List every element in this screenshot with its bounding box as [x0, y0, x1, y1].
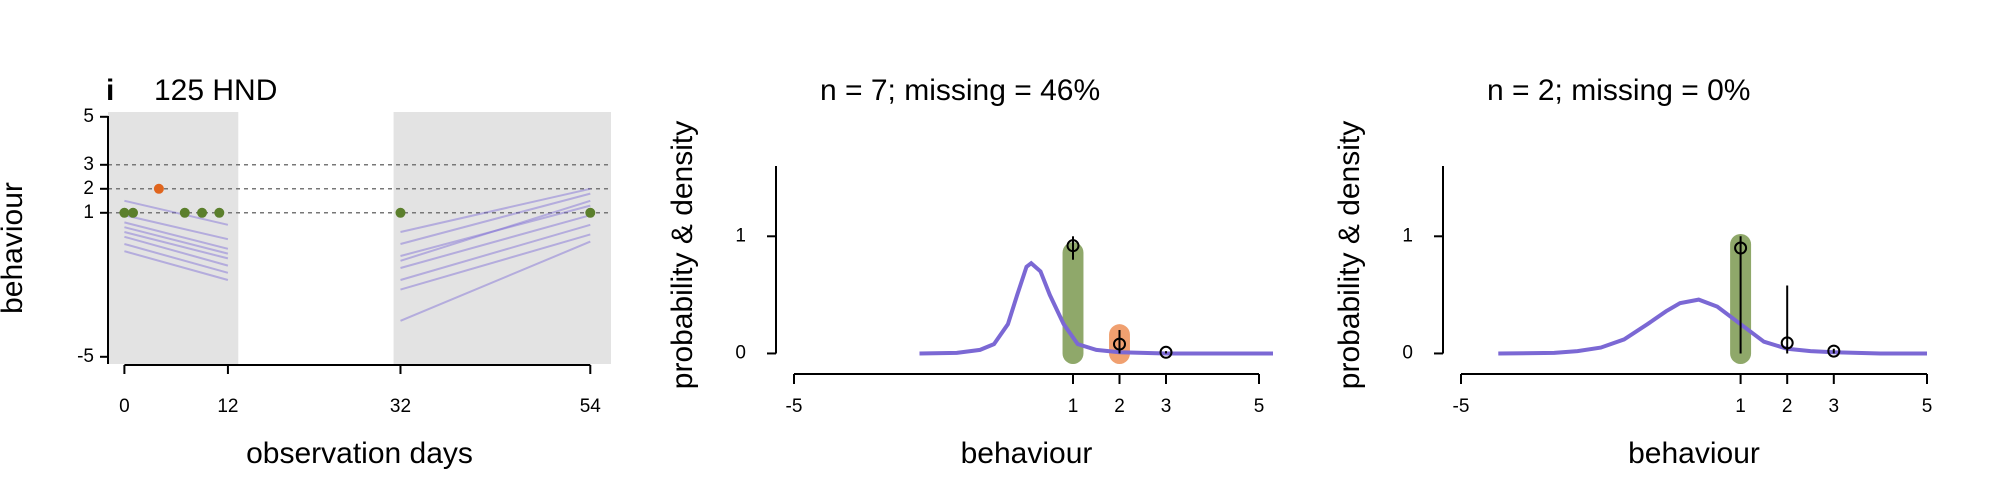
probability-bar [1062, 242, 1084, 364]
trajectory [124, 199, 229, 226]
trajectory [400, 214, 591, 269]
trajectory [124, 243, 229, 274]
x-tick-label: -5 [786, 396, 803, 417]
x-axis-title: behaviour [1628, 437, 1760, 470]
panel-label: i [106, 74, 114, 107]
x-tick-label: 12 [217, 396, 238, 417]
trajectory [124, 221, 229, 250]
x-axis-title: observation days [246, 437, 473, 470]
trajectory [124, 226, 229, 255]
y-tick-label: 0 [735, 342, 746, 363]
observed-proportion [1159, 345, 1173, 359]
trajectory [124, 231, 229, 260]
observed-proportion [1780, 336, 1794, 350]
panel-title: n = 2; missing = 0% [1487, 74, 1750, 107]
trajectory [124, 235, 229, 267]
x-axis-title: behaviour [961, 437, 1093, 470]
trajectory [124, 250, 229, 281]
y-tick-label: 3 [83, 154, 94, 175]
y-tick-label: 2 [83, 178, 94, 199]
x-tick-label: 1 [1068, 396, 1079, 417]
x-tick-label: 2 [1782, 396, 1793, 417]
x-tick-label: 3 [1829, 396, 1840, 417]
trajectory [400, 233, 591, 291]
trajectory [400, 240, 591, 322]
x-tick-label: 5 [1922, 396, 1933, 417]
y-tick-label: -5 [77, 346, 94, 367]
y-axis-title: probability & density [1333, 121, 1366, 389]
x-tick-label: 0 [119, 396, 130, 417]
x-tick-label: 32 [390, 396, 411, 417]
x-tick-label: -5 [1453, 396, 1470, 417]
density-curve [1498, 297, 1927, 356]
y-tick-label: 1 [83, 202, 94, 223]
observation-period [108, 112, 239, 364]
observed-proportion [1827, 344, 1841, 358]
x-tick-label: 2 [1114, 396, 1125, 417]
observed-proportion [1113, 337, 1126, 351]
panel-title: n = 7; missing = 46% [820, 74, 1100, 107]
observed-proportion [1734, 241, 1748, 255]
observation [179, 207, 190, 218]
observation [197, 207, 208, 218]
trajectory [400, 192, 591, 245]
panel: n = 7; missing = 46% 0 1 -5 1 2 3 5 behaviour pro… [666, 74, 1273, 470]
y-axis-title: behaviour [0, 182, 29, 314]
y-axis-title: probability & density [666, 121, 699, 389]
trajectory [124, 214, 229, 241]
x-tick-label: 3 [1161, 396, 1172, 417]
observation [128, 207, 139, 218]
panel-title: 125 HND [154, 74, 277, 107]
trajectory [400, 199, 591, 262]
observation [395, 207, 406, 218]
y-tick-label: 0 [1402, 342, 1413, 363]
observation [119, 207, 130, 218]
trajectory [400, 204, 591, 257]
observed-proportion [1066, 239, 1080, 253]
y-tick-label: 1 [1402, 225, 1413, 246]
x-tick-label: 1 [1735, 396, 1746, 417]
y-tick-label: 5 [83, 106, 94, 127]
observation [585, 207, 596, 218]
observation-period [393, 112, 611, 364]
trajectory [400, 223, 591, 281]
panel: n = 2; missing = 0% 0 1 -5 1 2 3 5 behaviour prob… [1333, 74, 1932, 470]
x-tick-label: 54 [580, 396, 602, 417]
y-tick-label: 1 [735, 225, 746, 246]
observation [153, 183, 164, 194]
x-tick-label: 5 [1254, 396, 1265, 417]
density-curve [919, 260, 1273, 356]
observation [214, 207, 225, 218]
trajectory [400, 187, 591, 233]
